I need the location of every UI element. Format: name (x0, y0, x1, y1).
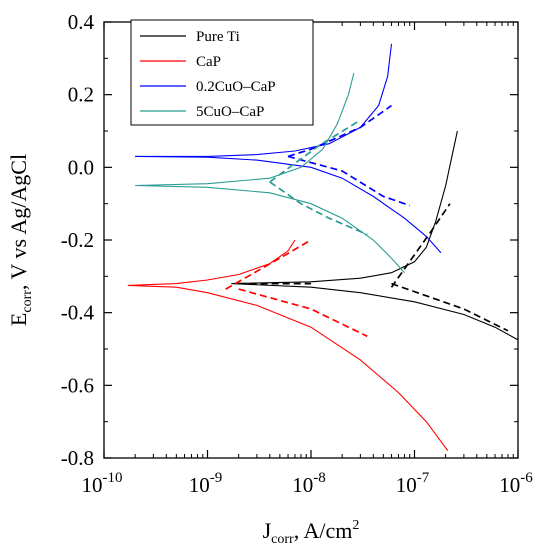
y-tick-label: 0.0 (68, 155, 94, 179)
x-tick-label: 10-8 (292, 470, 326, 497)
x-tick-label: 10-6 (499, 470, 533, 497)
y-tick-label: 0.2 (68, 83, 94, 107)
series-line-3-branch-1 (135, 184, 405, 274)
series-line-2-branch-1 (135, 155, 442, 254)
tafel-fit-layer (225, 104, 509, 338)
tafel-fit-line (269, 119, 361, 183)
tafel-fit-line (391, 282, 509, 332)
y-tick-label: -0.6 (61, 373, 94, 397)
series-layer (127, 43, 519, 452)
legend-label: Pure Ti (196, 29, 240, 45)
axis-ticks: 10-10 10-9 10-8 10-7 10-6 0.4 0.2 0.0 -0.2 -0.4 -0… (61, 10, 533, 497)
legend-box (130, 19, 314, 126)
tafel-fit-line (287, 104, 392, 158)
x-tick-label: 10-7 (396, 470, 430, 497)
legend: Pure Ti CaP 0.2CuO–CaP 5CuO–CaP (130, 19, 314, 126)
x-tick-label: 10-10 (82, 470, 123, 497)
legend-label: CaP (196, 54, 221, 70)
tafel-fit-line (287, 155, 411, 207)
y-tick-label: -0.2 (61, 228, 94, 252)
series-line-1-branch-1 (127, 284, 449, 452)
y-tick-label: -0.4 (61, 301, 95, 325)
y-axis-label: Ecorr, V vs Ag/AgCl (6, 154, 35, 326)
x-axis-label: Jcorr, A/cm2 (263, 518, 360, 547)
y-tick-label: 0.4 (68, 10, 95, 34)
tafel-fit-line (269, 181, 368, 236)
series-line-2-branch-0 (135, 43, 393, 157)
tafel-fit-line (238, 288, 368, 338)
series-line-1-branch-0 (127, 239, 296, 286)
y-tick-label: -0.8 (61, 446, 94, 470)
tafel-fit-line (390, 203, 451, 288)
x-tick-label: 10-9 (189, 470, 223, 497)
series-line-0-branch-0 (231, 130, 458, 285)
legend-label: 0.2CuO–CaP (196, 79, 276, 95)
series-line-3-branch-0 (135, 72, 355, 187)
series-line-0-branch-1 (231, 283, 519, 341)
legend-label: 5CuO–CaP (196, 104, 264, 120)
